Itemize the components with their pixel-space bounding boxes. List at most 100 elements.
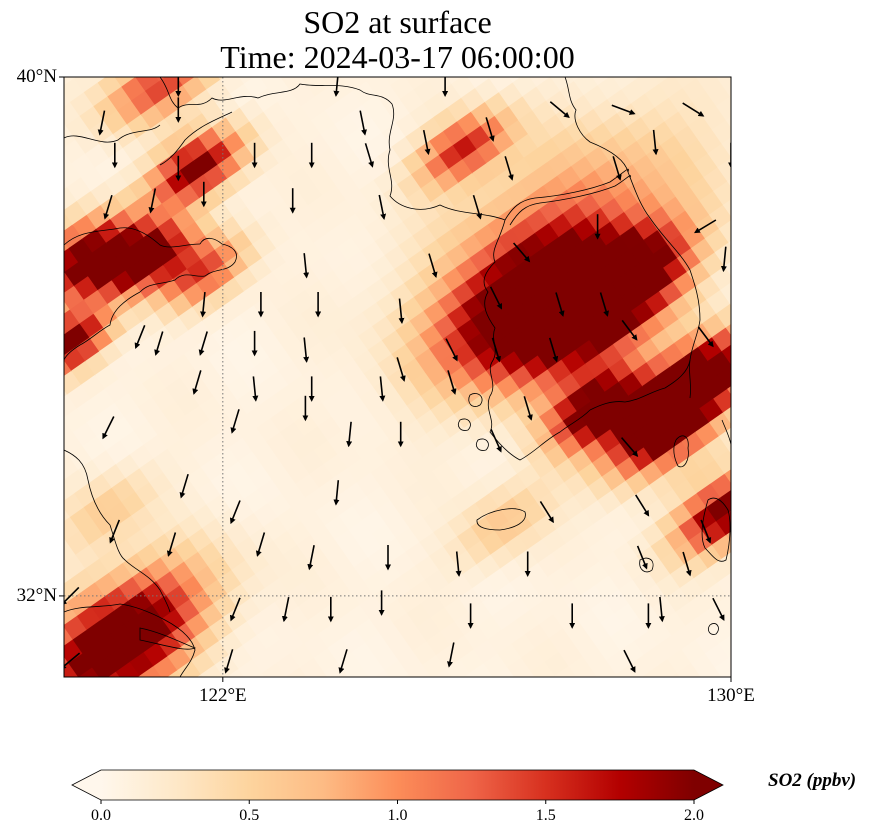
so2-grid-cell bbox=[408, 664, 433, 677]
so2-grid-cell bbox=[88, 681, 113, 706]
so2-grid-cell bbox=[28, 328, 53, 353]
so2-grid-cell bbox=[135, 77, 161, 92]
wind-arrow bbox=[229, 500, 241, 525]
so2-grid-cell bbox=[36, 281, 61, 306]
wind-arrow bbox=[611, 104, 636, 115]
so2-grid-cell bbox=[713, 180, 731, 206]
wind-arrow bbox=[378, 194, 387, 220]
so2-grid-cell bbox=[740, 307, 765, 332]
map-frame bbox=[63, 76, 732, 678]
colorbar-max-extension bbox=[694, 770, 723, 800]
so2-grid-cell bbox=[432, 46, 457, 71]
so2-grid-cell bbox=[717, 157, 731, 183]
wind-arrow bbox=[333, 480, 340, 506]
so2-grid-cell bbox=[102, 48, 127, 73]
so2-grid-cell bbox=[737, 392, 762, 417]
so2-grid-cell bbox=[592, 659, 618, 677]
so2-grid-cell bbox=[72, 77, 79, 80]
so2-grid-cell bbox=[564, 679, 589, 704]
so2-grid-cell bbox=[149, 679, 174, 704]
coastlines bbox=[64, 77, 731, 677]
so2-grid-cell bbox=[527, 685, 552, 710]
wind-arrow bbox=[620, 437, 639, 457]
figure-title: SO2 at surface bbox=[303, 4, 492, 40]
so2-grid-cell bbox=[38, 550, 63, 575]
so2-grid-cell bbox=[745, 345, 770, 370]
so2-grid-cell bbox=[554, 43, 579, 68]
so2-grid-cell bbox=[357, 679, 382, 704]
so2-grid-cell bbox=[64, 431, 84, 457]
wind-arrow bbox=[712, 597, 725, 621]
so2-grid-cell bbox=[674, 77, 699, 89]
so2-grid-cell bbox=[723, 406, 731, 424]
so2-grid-cell bbox=[116, 39, 141, 64]
so2-grid-cell bbox=[64, 625, 65, 627]
so2-grid-cell bbox=[733, 209, 758, 234]
wind-arrow bbox=[697, 326, 714, 348]
coastline-bohai-west bbox=[64, 124, 161, 143]
so2-grid-cell bbox=[64, 554, 87, 580]
so2-grid-cell bbox=[296, 681, 321, 706]
so2-grid-cell bbox=[493, 676, 495, 677]
so2-grid-cell bbox=[97, 77, 123, 98]
so2-grid-cell bbox=[616, 41, 641, 66]
so2-grid-cell bbox=[442, 682, 467, 707]
so2-grid-cell bbox=[384, 659, 410, 677]
so2-grid-cell bbox=[738, 39, 763, 64]
so2-grid-cell bbox=[717, 365, 731, 390]
so2-grid-cell bbox=[695, 77, 701, 80]
so2-grid-cell bbox=[54, 40, 79, 65]
so2-grid-cell bbox=[92, 657, 118, 677]
wind-arrow bbox=[364, 143, 374, 168]
so2-grid-cell bbox=[187, 51, 212, 76]
so2-grid-cell bbox=[78, 676, 80, 677]
so2-grid-cell bbox=[512, 77, 538, 98]
so2-grid-cell bbox=[663, 50, 688, 75]
so2-grid-cell bbox=[342, 77, 345, 78]
so2-grid-cell bbox=[713, 388, 731, 414]
so2-grid-cell bbox=[530, 661, 557, 677]
so2-grid-cell bbox=[153, 655, 179, 677]
wind-arrow bbox=[224, 649, 234, 674]
so2-grid-cell bbox=[469, 662, 495, 677]
so2-grid-cell bbox=[711, 534, 731, 560]
so2-grid-cell bbox=[673, 686, 698, 711]
so2-grid-cell bbox=[493, 44, 518, 69]
so2-grid-cell bbox=[465, 686, 490, 711]
so2-grid-cell bbox=[649, 682, 674, 707]
wind-arrow bbox=[333, 77, 340, 97]
wind-arrow bbox=[379, 376, 386, 402]
so2-grid-cell bbox=[73, 77, 100, 94]
colorbar-ticks bbox=[100, 800, 695, 804]
wind-arrow bbox=[338, 649, 348, 674]
so2-grid-cell bbox=[451, 77, 477, 99]
so2-grid-cell bbox=[64, 77, 86, 103]
so2-grid-cell bbox=[612, 77, 637, 91]
wind-arrow bbox=[612, 156, 622, 181]
so2-grid-cell bbox=[309, 48, 334, 73]
wind-arrow bbox=[623, 649, 636, 673]
so2-grid-cell bbox=[28, 121, 53, 146]
wind-arrow bbox=[682, 102, 705, 117]
so2-grid-cell bbox=[115, 661, 142, 677]
so2-grid-cell bbox=[64, 417, 65, 419]
wind-arrow bbox=[652, 129, 659, 156]
so2-grid-cell bbox=[380, 684, 405, 709]
so2-grid-cell bbox=[720, 489, 731, 513]
so2-grid-cell bbox=[64, 328, 68, 336]
wind-arrow bbox=[255, 532, 266, 557]
so2-grid-cell bbox=[114, 77, 137, 88]
so2-grid-cell bbox=[64, 370, 83, 396]
so2-grid-cell bbox=[725, 323, 731, 336]
wind-arrow bbox=[303, 337, 310, 363]
so2-grid-cell bbox=[32, 97, 57, 122]
so2-grid-cell bbox=[394, 51, 419, 76]
coastline-goto bbox=[639, 557, 654, 573]
so2-grid-cell bbox=[259, 77, 284, 90]
so2-grid-cell bbox=[405, 77, 430, 91]
so2-grid-cell bbox=[718, 220, 731, 244]
so2-grid-cell bbox=[744, 284, 769, 309]
so2-grid-cell bbox=[728, 240, 731, 247]
so2-grid-cell bbox=[32, 512, 57, 537]
so2-grid-cell bbox=[64, 308, 82, 335]
